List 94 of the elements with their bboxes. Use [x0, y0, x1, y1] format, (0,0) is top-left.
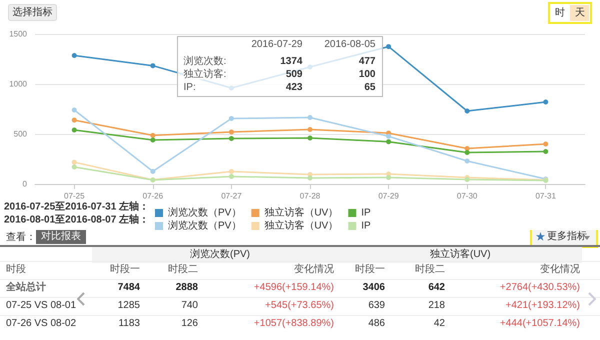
legend-label: 独立访客（UV）: [264, 206, 338, 218]
annotation: 423: [286, 82, 303, 93]
annotation: 65: [364, 82, 376, 93]
y-tick-label: 0: [22, 180, 28, 188]
text: 独立访客(UV): [430, 249, 491, 261]
point: [464, 108, 470, 114]
annotation: 独立访客:: [184, 68, 226, 80]
point: [464, 158, 470, 164]
text: 486: [368, 318, 385, 330]
point: [228, 136, 234, 141]
legend-label: IP: [361, 220, 372, 232]
point: [228, 174, 234, 179]
text: 时段二: [168, 264, 198, 276]
point: [72, 160, 77, 165]
text: 2016-07-25至2016-07-31 左轴：: [4, 200, 150, 212]
text: 时: [555, 6, 565, 18]
x-tick-label: 07-28: [300, 192, 321, 200]
text: 变化情况: [540, 264, 580, 276]
legend-label: IP: [361, 208, 372, 218]
point: [386, 139, 392, 144]
text: 选择指标: [12, 6, 52, 18]
point: [543, 100, 548, 104]
point: [386, 134, 392, 139]
text: 对比报表: [36, 230, 86, 244]
annotation: 浏览次数:: [184, 55, 226, 67]
text: 1183: [118, 318, 140, 330]
text: 全站总计: [6, 282, 46, 294]
legend-label: 浏览次数（PV）: [168, 206, 242, 218]
point: [464, 150, 470, 155]
point: [308, 136, 312, 140]
text: +545(+73.65%): [265, 300, 334, 312]
annotation: IP:: [184, 82, 196, 93]
annotation: 509: [286, 69, 303, 80]
text: 07-26 VS 08-02: [6, 318, 76, 330]
point: [308, 176, 312, 180]
point: [150, 63, 156, 68]
point: [308, 127, 312, 132]
x-tick-label: 07-27: [221, 192, 242, 200]
point: [72, 164, 77, 170]
text: 天: [575, 8, 585, 18]
x-tick-label: 07-26: [142, 192, 164, 200]
y-tick-label: 1500: [9, 30, 28, 38]
text: 时段二: [415, 264, 445, 276]
text: 07-25 VS 08-01: [6, 300, 76, 312]
x-tick-label: 07-30: [456, 192, 478, 200]
point: [150, 132, 156, 138]
point: [150, 138, 156, 142]
point: [228, 116, 234, 121]
text: +4596(+159.14%): [254, 282, 334, 294]
text: 时段一: [110, 264, 140, 276]
point: [308, 115, 312, 120]
text: +2764(+430.53%): [500, 282, 580, 294]
text: 7484: [118, 282, 140, 294]
text: 642: [428, 282, 445, 294]
annotation: 1374: [280, 56, 303, 67]
text: 740: [181, 300, 198, 312]
annotation: 2016-07-29: [251, 39, 303, 50]
text: 3406: [362, 282, 385, 294]
text: 2888: [176, 282, 198, 294]
point: [72, 118, 77, 123]
text: 126: [181, 318, 198, 330]
annotation: 477: [358, 56, 376, 67]
point: [386, 44, 392, 50]
point: [72, 108, 77, 112]
x-tick-label: 07-29: [378, 192, 400, 200]
text: 查看：: [6, 232, 36, 244]
text: 时段一: [355, 264, 385, 276]
text: 1285: [118, 300, 140, 312]
x-tick-label: 07-31: [535, 192, 556, 200]
text: 浏览次数(PV): [190, 249, 250, 261]
legend-label: 独立访客（UV）: [264, 220, 338, 232]
text: 2016-08-01至2016-08-07 左轴：: [4, 214, 150, 226]
point: [543, 149, 548, 154]
point: [543, 142, 548, 146]
point: [72, 53, 77, 58]
text: 42: [434, 318, 445, 330]
annotation: 100: [358, 69, 376, 80]
text: +421(+193.12%): [505, 300, 580, 312]
text: 变化情况: [294, 264, 334, 276]
legend-label: 浏览次数（PV）: [168, 220, 242, 232]
y-tick-label: 1000: [9, 80, 28, 88]
point: [150, 168, 156, 174]
point: [386, 175, 392, 180]
annotation: 2016-08-05: [324, 39, 376, 50]
point: [228, 169, 234, 174]
point: [228, 130, 234, 134]
text: +444(+1057.14%): [500, 318, 580, 330]
x-tick-label: 07-25: [64, 192, 86, 200]
y-tick-label: 500: [14, 130, 28, 138]
text: 时段: [6, 264, 26, 276]
text: 639: [368, 300, 385, 312]
point: [72, 128, 77, 132]
text: 218: [428, 300, 445, 312]
text: +1057(+838.89%): [254, 318, 334, 330]
